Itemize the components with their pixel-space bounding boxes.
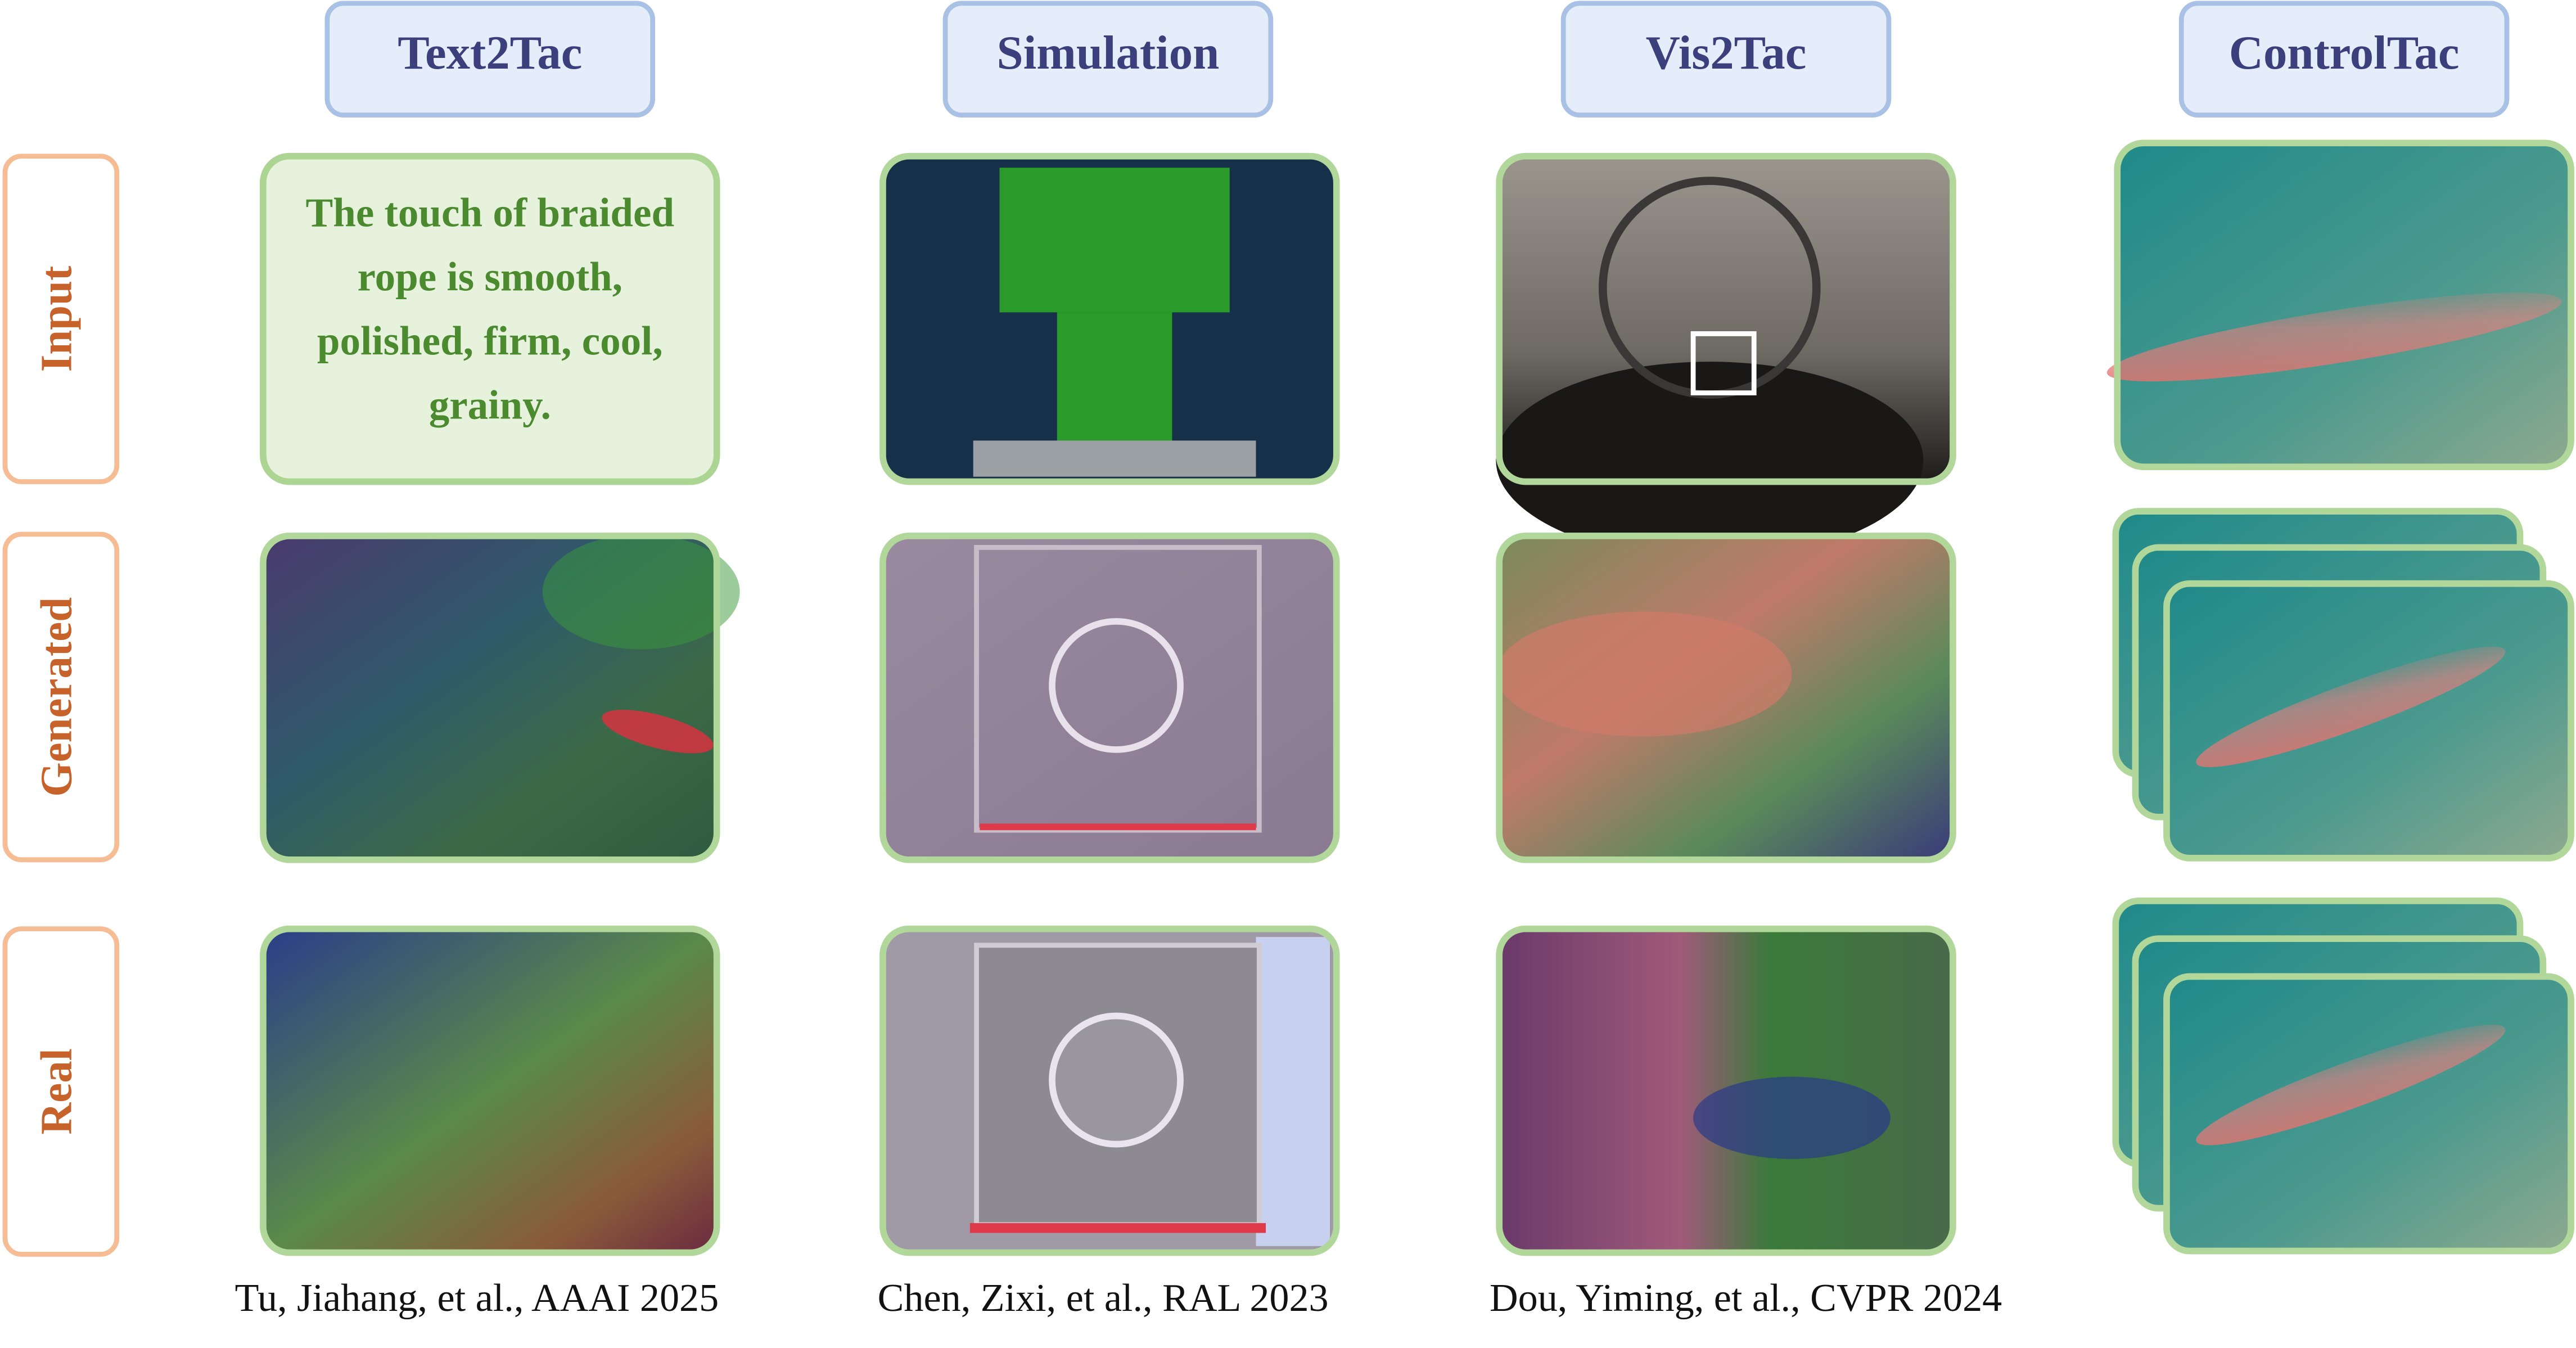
header-box	[1560, 1, 1892, 118]
tile-frame	[1496, 533, 1956, 863]
image-tile	[260, 925, 720, 1256]
image-tile	[879, 925, 1340, 1256]
photo-object	[1496, 362, 1924, 559]
image-tile	[1496, 152, 1956, 559]
citation: Tu, Jiahang, et al., AAAI 2025	[235, 1276, 719, 1320]
tile-frame	[260, 925, 720, 1256]
color-blob	[1693, 1076, 1891, 1159]
edge-glow	[1256, 937, 1330, 1246]
tile-frame	[879, 152, 1340, 485]
column-header: Vis2Tac	[1646, 26, 1807, 79]
text-line: grainy.	[429, 382, 551, 428]
text-line: polished, firm, cool,	[317, 318, 663, 364]
text-line: The touch of braided	[305, 190, 674, 236]
color-blob	[1496, 611, 1792, 737]
image-stack	[2112, 898, 2574, 1255]
image-tile	[879, 533, 1340, 863]
citations: Tu, Jiahang, et al., AAAI 2025 Chen, Zix…	[235, 1276, 2002, 1320]
row-label: Real	[32, 1048, 81, 1134]
tile-frame	[2114, 139, 2574, 471]
column-headers: Text2Tac Simulation Vis2Tac ControlTac	[324, 1, 2510, 118]
contact-mark	[602, 710, 714, 754]
tactile-image	[2117, 143, 2572, 467]
tile-frame	[2163, 973, 2574, 1255]
row-box	[2, 154, 120, 484]
sim-mesh	[973, 440, 1256, 477]
circle-feature	[1049, 1012, 1184, 1148]
color-blob	[542, 534, 740, 650]
contact-stripe	[2196, 1025, 2506, 1146]
column-header: Text2Tac	[398, 26, 582, 79]
crop-box	[1690, 331, 1757, 396]
circle-feature	[1049, 618, 1184, 753]
column-header: Simulation	[997, 26, 1220, 79]
sim-shape	[1057, 312, 1172, 452]
contact-stripe	[2106, 292, 2562, 382]
row-label: Input	[32, 266, 81, 372]
header-box	[942, 1, 1274, 118]
tile-frame	[260, 533, 720, 863]
column-header: ControlTac	[2229, 26, 2460, 79]
tile-frame	[879, 925, 1340, 1256]
citation: Dou, Yiming, et al., CVPR 2024	[1490, 1276, 2002, 1320]
contact-stripe	[2196, 646, 2506, 768]
row-box	[2, 531, 120, 863]
citation: Chen, Zixi, et al., RAL 2023	[878, 1276, 1329, 1320]
tile-frame	[1496, 925, 1956, 1256]
header-box	[2178, 1, 2510, 118]
text-input-cell: The touch of braided rope is smooth, pol…	[260, 152, 720, 485]
row-labels: Input Generated Real	[2, 154, 120, 1257]
image-tile	[2106, 139, 2574, 471]
header-box	[324, 1, 656, 118]
tactile-image	[882, 535, 1337, 860]
text-box	[260, 152, 720, 485]
tile-frame	[2163, 580, 2574, 862]
tile-frame	[879, 533, 1340, 863]
tactile-image	[2166, 976, 2572, 1251]
image-tile	[260, 533, 740, 863]
text-line: rope is smooth,	[358, 254, 623, 300]
image-tile	[1496, 533, 1956, 863]
row-box	[2, 926, 120, 1257]
tile-frame	[1496, 152, 1956, 485]
sim-shape	[999, 168, 1230, 313]
image-tile	[879, 152, 1340, 485]
image-tile	[1496, 925, 1956, 1256]
image-stack	[2112, 508, 2574, 862]
tactile-image	[263, 928, 717, 1253]
row-label: Generated	[32, 597, 81, 797]
